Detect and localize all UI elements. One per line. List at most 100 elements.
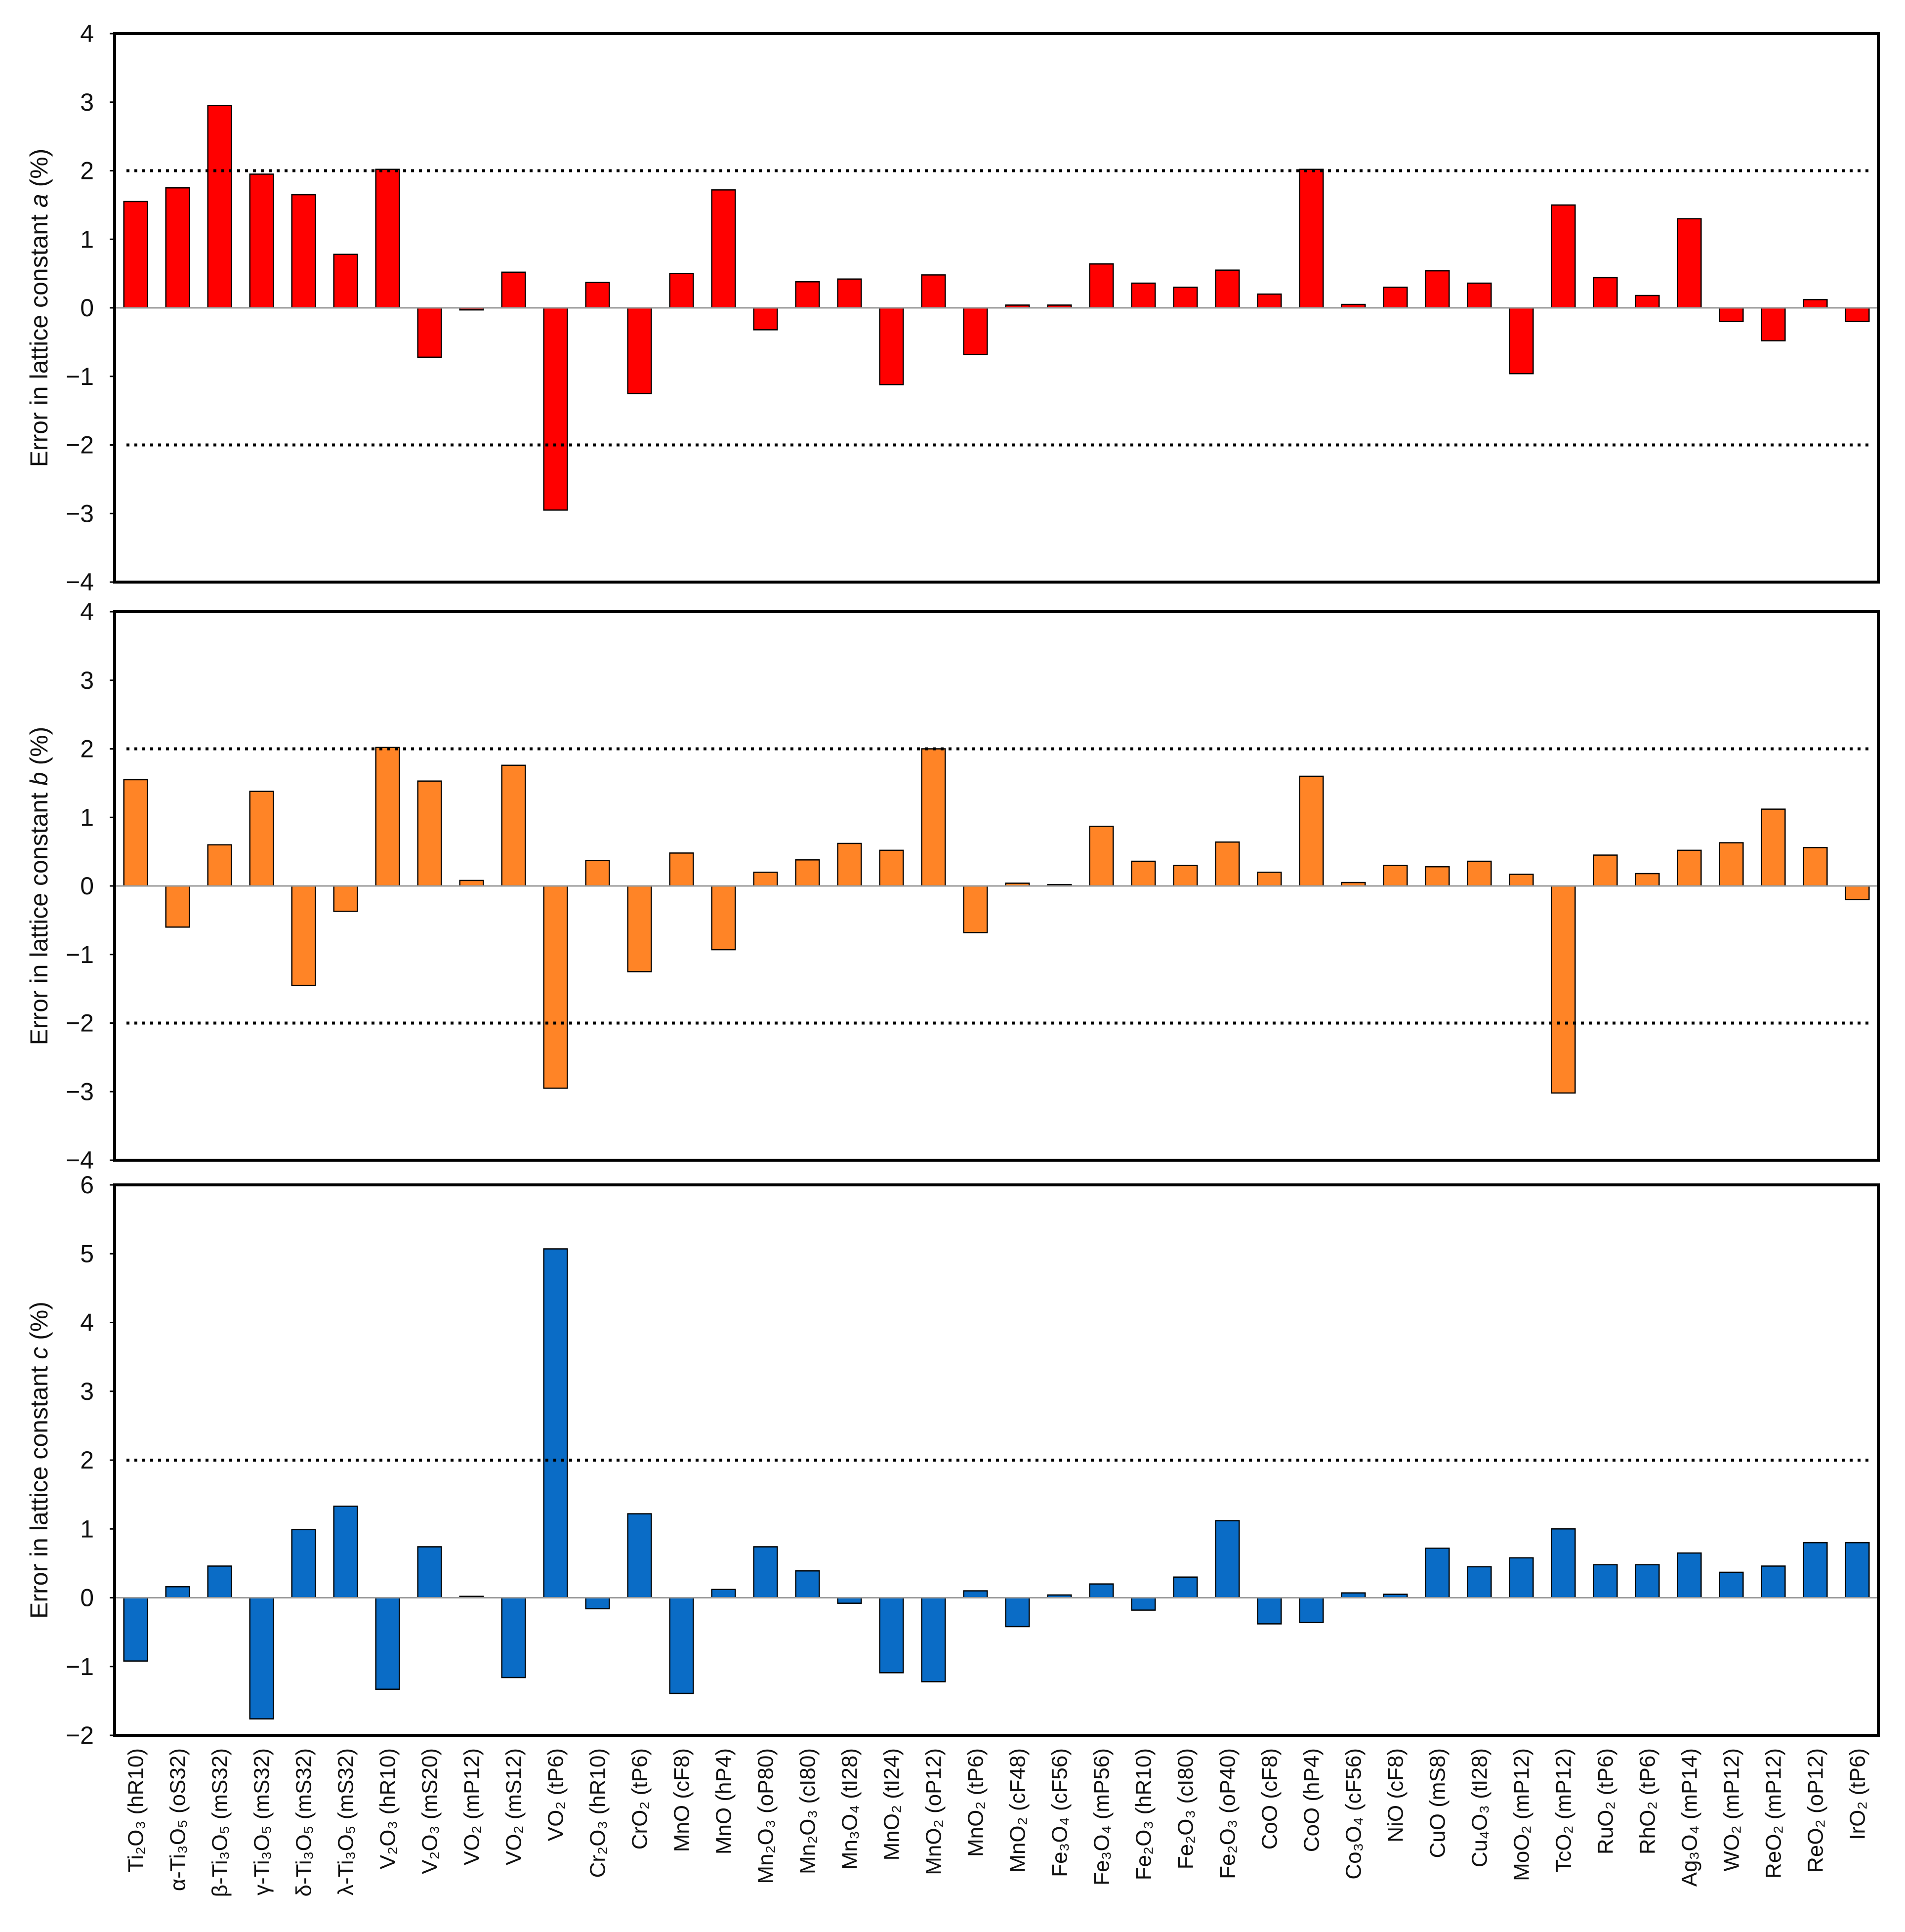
y-tick-label-c: 0: [80, 1584, 94, 1612]
bar-a-29: [1299, 168, 1324, 309]
bar-a-19: [879, 307, 904, 385]
category-label: Mn₂O₃ (cI80): [796, 1748, 820, 1874]
bar-c-14: [669, 1597, 694, 1694]
bar-a-25: [1131, 282, 1156, 309]
bar-a-37: [1635, 294, 1660, 309]
category-label: Cr₂O₃ (hR10): [586, 1748, 610, 1878]
category-label: Fe₃O₄ (cF56): [1048, 1748, 1072, 1877]
bar-c-13: [627, 1513, 652, 1598]
bar-c-27: [1215, 1520, 1240, 1598]
bar-a-13: [627, 307, 652, 394]
bar-c-34: [1509, 1557, 1534, 1598]
chart-panels: −4 −3 −2 −1 0 1 2 3 4 Error in lattice constant a…: [25, 20, 1880, 1749]
bar-b-38: [1677, 849, 1702, 887]
category-label: NiO (cF8): [1384, 1748, 1408, 1843]
bar-c-18: [837, 1597, 862, 1604]
bar-b-15: [711, 885, 736, 951]
y-tick-label-a: 2: [80, 157, 94, 185]
category-label: CuO (mS8): [1426, 1748, 1450, 1858]
y-tick-label-a: 1: [80, 225, 94, 253]
category-label: MnO₂ (tP6): [964, 1748, 988, 1857]
bar-a-36: [1593, 277, 1618, 309]
category-label: ReO₂ (oP12): [1804, 1748, 1828, 1873]
category-label: Fe₂O₃ (cI80): [1174, 1748, 1198, 1869]
y-tick-label-b: 4: [80, 598, 94, 626]
category-label: δ-Ti₃O₅ (mS32): [292, 1748, 316, 1897]
bar-b-33: [1467, 860, 1492, 887]
category-label: TcO₂ (mP12): [1552, 1748, 1576, 1873]
bar-b-24: [1089, 826, 1114, 887]
bar-c-15: [711, 1589, 736, 1598]
category-label: RuO₂ (tP6): [1594, 1748, 1618, 1854]
y-tick-label-b: 3: [80, 667, 94, 694]
bar-c-39: [1719, 1571, 1744, 1598]
bar-c-10: [501, 1597, 526, 1679]
bar-a-32: [1425, 270, 1450, 309]
bar-c-36: [1593, 1564, 1618, 1598]
y-tick-label-b: −4: [66, 1146, 94, 1174]
bar-a-38: [1677, 218, 1702, 309]
bar-c-29: [1299, 1597, 1324, 1623]
bar-b-35: [1551, 885, 1576, 1094]
bar-a-20: [921, 274, 946, 309]
bar-a-39: [1719, 307, 1744, 322]
category-label: MnO (hP4): [712, 1748, 736, 1854]
bar-a-34: [1509, 307, 1534, 375]
bar-a-40: [1761, 307, 1786, 341]
bar-b-6: [333, 885, 358, 912]
bar-c-32: [1425, 1547, 1450, 1598]
bar-c-12: [585, 1597, 610, 1610]
bar-c-11: [543, 1248, 568, 1598]
category-label: RhO₂ (tP6): [1636, 1748, 1660, 1854]
bar-c-17: [795, 1570, 820, 1598]
bar-a-41: [1803, 299, 1828, 309]
y-tick-label-c: 1: [80, 1515, 94, 1543]
bar-b-39: [1719, 842, 1744, 887]
bar-a-6: [333, 253, 358, 309]
category-label: ReO₂ (mP12): [1762, 1748, 1786, 1879]
bar-c-38: [1677, 1552, 1702, 1598]
bar-b-7: [375, 747, 400, 887]
category-label: CrO₂ (tP6): [628, 1748, 652, 1849]
category-label: VO₂ (tP6): [544, 1748, 568, 1841]
bar-a-11: [543, 307, 568, 511]
y-tick-label-c: 5: [80, 1240, 94, 1267]
y-tick-label-b: 2: [80, 735, 94, 763]
y-tick-label-b: 1: [80, 803, 94, 831]
bar-b-14: [669, 852, 694, 887]
bar-b-2: [165, 885, 190, 928]
bar-b-25: [1131, 860, 1156, 887]
bar-b-20: [921, 748, 946, 887]
bar-c-8: [417, 1546, 442, 1598]
bar-a-12: [585, 282, 610, 309]
panel-b: −4 −3 −2 −1 0 1 2 3 4 Error in lattice constant b…: [25, 598, 1880, 1174]
bar-a-14: [669, 273, 694, 309]
category-label: MnO (cF8): [670, 1748, 694, 1852]
bar-c-26: [1173, 1576, 1198, 1598]
category-label: Fe₂O₃ (oP40): [1216, 1748, 1240, 1879]
bar-c-1: [123, 1597, 148, 1662]
y-tick-label-c: −2: [66, 1722, 94, 1749]
y-tick-label-c: 6: [80, 1171, 94, 1199]
bar-b-1: [123, 779, 148, 887]
bar-c-40: [1761, 1565, 1786, 1598]
bar-c-20: [921, 1597, 946, 1682]
category-label: β-Ti₃O₅ (mS32): [208, 1748, 232, 1897]
bar-c-28: [1257, 1597, 1282, 1625]
category-label: Co₃O₄ (cF56): [1342, 1748, 1366, 1880]
bar-a-4: [249, 173, 274, 309]
category-label: IrO₂ (tP6): [1846, 1748, 1870, 1840]
bar-b-37: [1635, 873, 1660, 887]
bar-c-16: [753, 1546, 778, 1598]
bar-b-4: [249, 791, 274, 887]
bar-a-8: [417, 307, 442, 358]
y-tick-label-c: −1: [66, 1653, 94, 1680]
bar-a-17: [795, 281, 820, 309]
bar-a-27: [1215, 269, 1240, 309]
bar-b-5: [291, 885, 316, 986]
bar-b-12: [585, 860, 610, 887]
bar-a-31: [1383, 287, 1408, 309]
bar-b-42: [1845, 885, 1870, 900]
bar-c-22: [1005, 1597, 1030, 1628]
category-label: VO₂ (mP12): [460, 1748, 484, 1865]
